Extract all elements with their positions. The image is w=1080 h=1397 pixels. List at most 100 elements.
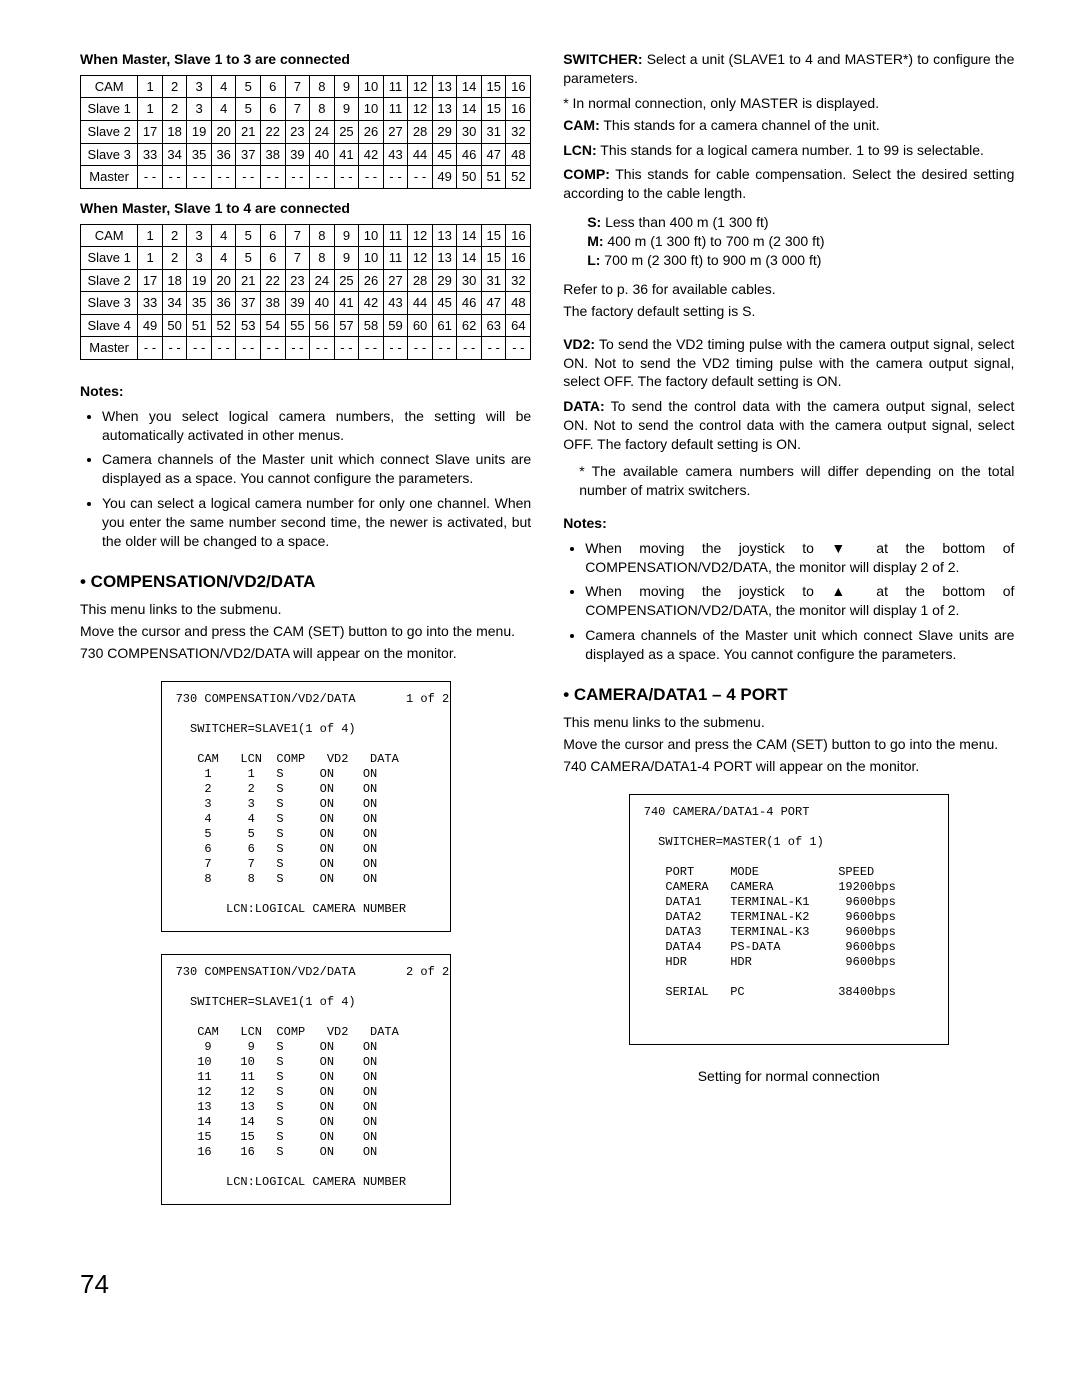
comp-p1: This menu links to the submenu.: [80, 600, 531, 619]
note-item: Camera channels of the Master unit which…: [585, 626, 1014, 664]
table-cell: 19: [187, 269, 212, 292]
cam-text: This stands for a camera channel of the …: [600, 117, 880, 133]
table-cell: 14: [457, 247, 482, 270]
table-cell: 44: [408, 143, 433, 166]
table-cell: 8: [310, 98, 335, 121]
table-cell: 3: [187, 247, 212, 270]
table-cell: 24: [310, 269, 335, 292]
table-cell: - -: [162, 166, 187, 189]
table-cell: - -: [359, 337, 384, 360]
table-cell: 45: [432, 143, 457, 166]
table-cell: 39: [285, 292, 310, 315]
table-cell: 41: [334, 292, 359, 315]
table-cell: 8: [310, 224, 335, 247]
avail-note: * The available camera numbers will diff…: [579, 462, 1014, 500]
table-cell: 7: [285, 98, 310, 121]
table-cell: 14: [457, 75, 482, 98]
table-cell: 50: [457, 166, 482, 189]
table-cell: 16: [506, 247, 531, 270]
table-cell: 11: [383, 224, 408, 247]
table-cell: 12: [408, 247, 433, 270]
table-cell: 51: [481, 166, 506, 189]
table-cell: 6: [261, 98, 286, 121]
table-cell: - -: [162, 337, 187, 360]
table-cell: 26: [359, 269, 384, 292]
table-cell: 21: [236, 269, 261, 292]
cam-table-1: CAM12345678910111213141516Slave 11234567…: [80, 75, 531, 189]
data-label: DATA:: [563, 398, 604, 414]
table-cell: 4: [211, 224, 236, 247]
table-cell: 34: [162, 143, 187, 166]
table-cell: 11: [383, 247, 408, 270]
table-cell: 10: [359, 75, 384, 98]
switcher-def: SWITCHER: Select a unit (SLAVE1 to 4 and…: [563, 50, 1014, 88]
table-cell: 42: [359, 292, 384, 315]
table-cell: - -: [187, 337, 212, 360]
notes-list-right: When moving the joystick to ▼ at the bot…: [563, 539, 1014, 664]
compensation-heading: • COMPENSATION/VD2/DATA: [80, 571, 531, 594]
table-cell: 27: [383, 120, 408, 143]
table-cell: 13: [432, 75, 457, 98]
table-cell: 7: [285, 224, 310, 247]
l-line: L: 700 m (2 300 ft) to 900 m (3 000 ft): [587, 251, 1014, 270]
table-cell: 5: [236, 98, 261, 121]
comp-p2: Move the cursor and press the CAM (SET) …: [80, 622, 531, 641]
table-cell: 49: [138, 314, 163, 337]
table-cell: 55: [285, 314, 310, 337]
table-cell: 1: [138, 224, 163, 247]
note-item: Camera channels of the Master unit which…: [102, 450, 531, 488]
table-cell: 12: [408, 224, 433, 247]
note-item: You can select a logical camera number f…: [102, 494, 531, 551]
comp-text: This stands for cable compensation. Sele…: [563, 166, 1014, 201]
table-cell: - -: [334, 337, 359, 360]
table-cell: 48: [506, 143, 531, 166]
table-cell: 37: [236, 292, 261, 315]
table-cell: CAM: [81, 224, 138, 247]
table-cell: 43: [383, 292, 408, 315]
table-cell: 40: [310, 292, 335, 315]
table-cell: 15: [481, 224, 506, 247]
table-cell: 15: [481, 98, 506, 121]
table-cell: 56: [310, 314, 335, 337]
table-cell: 6: [261, 75, 286, 98]
table-cell: - -: [334, 166, 359, 189]
data-text: To send the control data with the camera…: [563, 398, 1014, 452]
table-cell: 30: [457, 120, 482, 143]
table-cell: 28: [408, 120, 433, 143]
table-cell: - -: [211, 166, 236, 189]
data-def: DATA: To send the control data with the …: [563, 397, 1014, 454]
table-cell: - -: [310, 337, 335, 360]
table-cell: 4: [211, 247, 236, 270]
table-cell: 33: [138, 292, 163, 315]
table-cell: 13: [432, 98, 457, 121]
table-cell: 2: [162, 247, 187, 270]
table-cell: 18: [162, 120, 187, 143]
table-cell: 14: [457, 224, 482, 247]
table-cell: 11: [383, 75, 408, 98]
table-cell: 14: [457, 98, 482, 121]
table-cell: 46: [457, 292, 482, 315]
monitor-box-2: 730 COMPENSATION/VD2/DATA 2 of 2 SWITCHE…: [161, 954, 451, 1205]
table-cell: 3: [187, 224, 212, 247]
table-cell: - -: [457, 337, 482, 360]
table-cell: 25: [334, 120, 359, 143]
table-cell: 43: [383, 143, 408, 166]
table-cell: 36: [211, 292, 236, 315]
table-cell: 29: [432, 120, 457, 143]
table-cell: 3: [187, 98, 212, 121]
switcher-note: * In normal connection, only MASTER is d…: [563, 94, 1014, 113]
table-cell: 5: [236, 247, 261, 270]
table-cell: Slave 1: [81, 98, 138, 121]
table-cell: - -: [187, 166, 212, 189]
s-line: S: Less than 400 m (1 300 ft): [587, 213, 1014, 232]
table-cell: 10: [359, 247, 384, 270]
table-cell: 9: [334, 224, 359, 247]
table-cell: CAM: [81, 75, 138, 98]
table-cell: 2: [162, 75, 187, 98]
table-cell: 12: [408, 98, 433, 121]
table-cell: 51: [187, 314, 212, 337]
page-number: 74: [80, 1267, 1020, 1302]
table-cell: 15: [481, 247, 506, 270]
table-cell: 40: [310, 143, 335, 166]
table-cell: 15: [481, 75, 506, 98]
